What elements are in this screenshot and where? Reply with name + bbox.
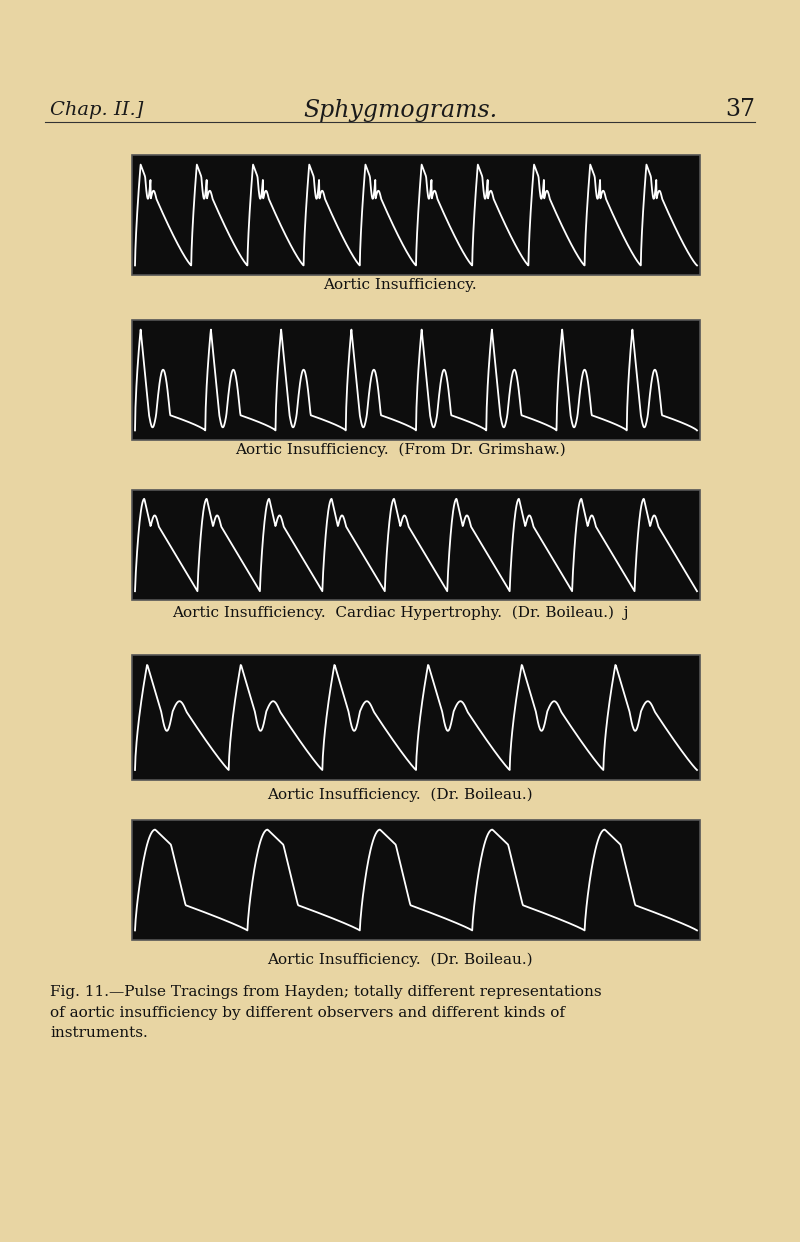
Text: Fig. 11.—Pulse Tracings from Hayden; totally different representations
of aortic: Fig. 11.—Pulse Tracings from Hayden; tot… [50,985,602,1041]
Text: Aortic Insufficiency.  (Dr. Boileau.): Aortic Insufficiency. (Dr. Boileau.) [267,787,533,802]
Text: 37: 37 [725,98,755,122]
Text: Aortic Insufficiency.  Cardiac Hypertrophy.  (Dr. Boileau.)  j: Aortic Insufficiency. Cardiac Hypertroph… [172,606,628,620]
Bar [132,320,700,440]
Bar [132,655,700,780]
Bar [132,155,700,274]
Text: Sphygmograms.: Sphygmograms. [303,98,497,122]
Text: Aortic Insufficiency.  (From Dr. Grimshaw.): Aortic Insufficiency. (From Dr. Grimshaw… [234,443,566,457]
Text: Aortic Insufficiency.: Aortic Insufficiency. [323,278,477,292]
Bar [132,820,700,940]
Bar [132,491,700,600]
Text: Chap. II.]: Chap. II.] [50,101,143,119]
Text: Aortic Insufficiency.  (Dr. Boileau.): Aortic Insufficiency. (Dr. Boileau.) [267,953,533,968]
